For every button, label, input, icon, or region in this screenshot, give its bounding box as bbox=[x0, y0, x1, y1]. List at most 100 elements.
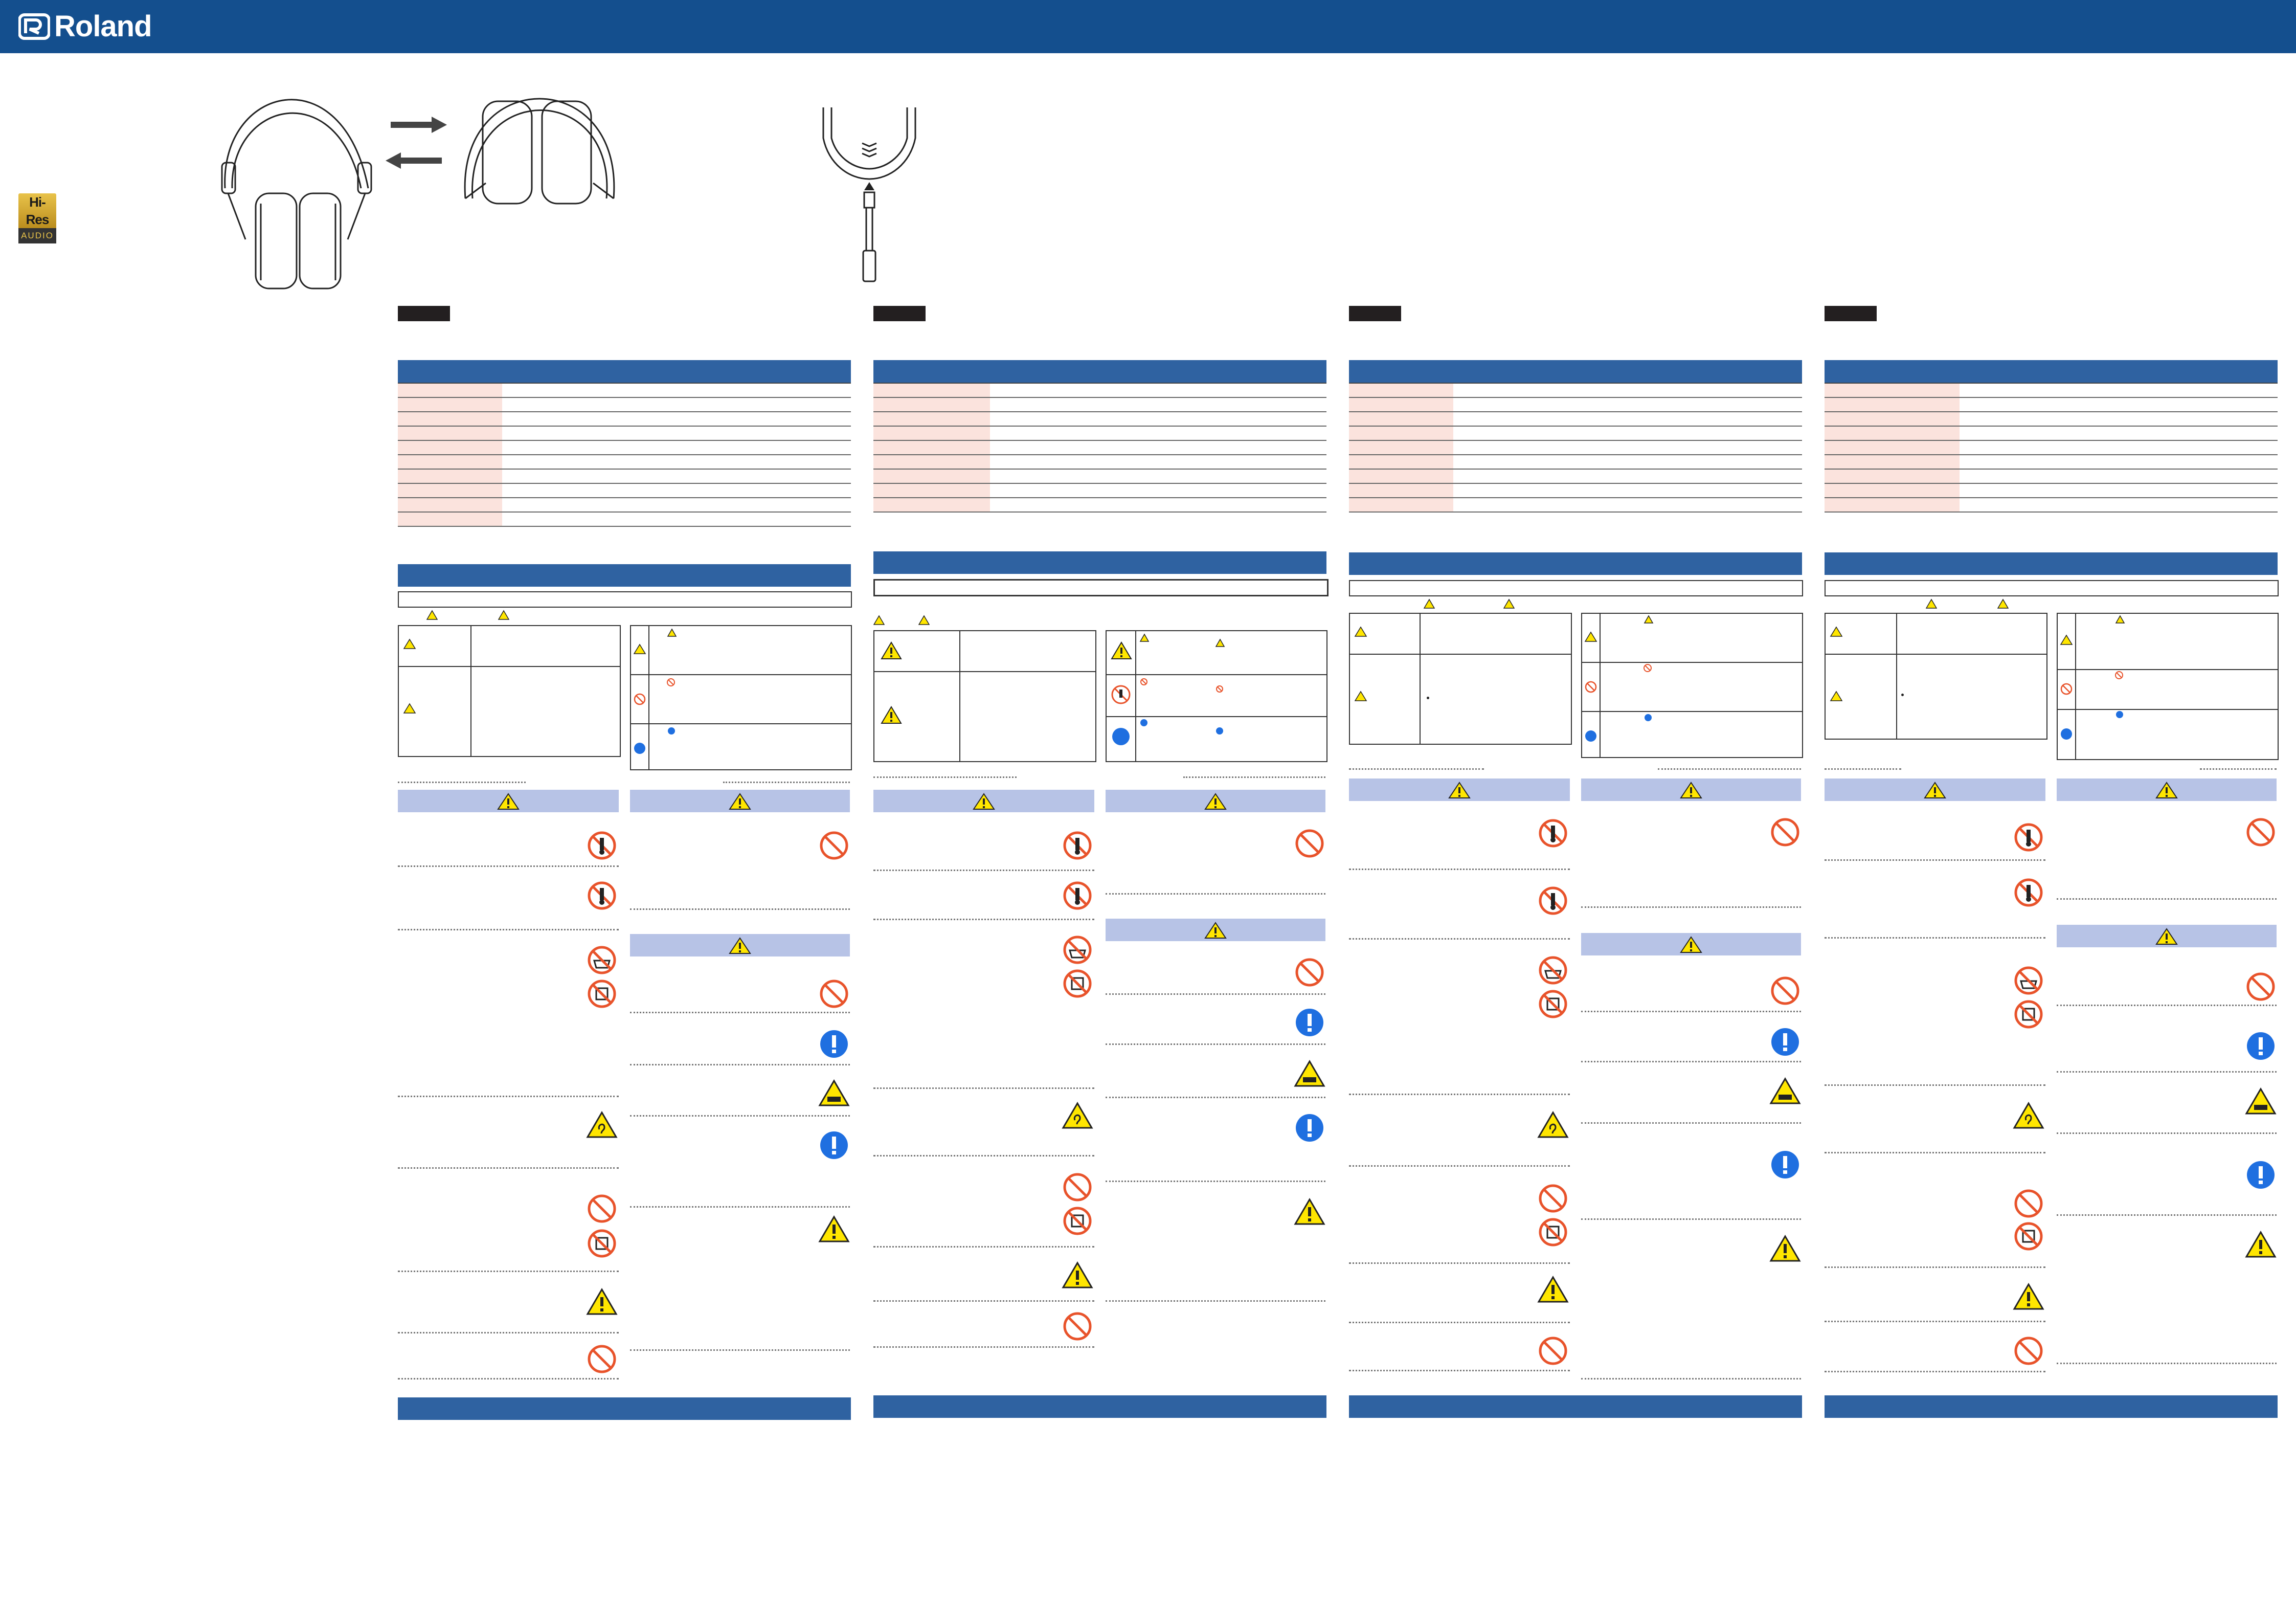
caution-section-header bbox=[1581, 933, 1801, 955]
table-row bbox=[398, 484, 851, 498]
prohibition-icon bbox=[1539, 1184, 1567, 1213]
warning-legend-box bbox=[398, 625, 621, 757]
table-row bbox=[873, 484, 1326, 498]
table-row bbox=[1349, 427, 1802, 441]
table-row bbox=[398, 455, 851, 470]
section-bar bbox=[873, 1395, 1326, 1418]
language-column-2 bbox=[873, 306, 1329, 1421]
table-row bbox=[1349, 384, 1802, 398]
warning-triangle-icon bbox=[2115, 615, 2125, 624]
section-bar bbox=[1349, 552, 1802, 575]
divider bbox=[398, 929, 619, 930]
divider bbox=[873, 776, 1017, 778]
divider bbox=[1349, 1094, 1570, 1095]
prohibition-icon bbox=[820, 980, 848, 1008]
divider bbox=[1581, 1218, 1801, 1220]
divider bbox=[398, 1332, 619, 1333]
hearing-warning-icon bbox=[586, 1111, 618, 1138]
table-row bbox=[1825, 484, 2278, 498]
divider bbox=[873, 1346, 1094, 1348]
hot-surface-icon bbox=[1769, 1077, 1801, 1104]
do-not-disassemble-icon bbox=[1111, 685, 1131, 704]
warning-triangle-icon bbox=[1062, 1261, 1093, 1288]
hot-surface-icon bbox=[1294, 1060, 1325, 1087]
symbol-legend-box bbox=[1106, 630, 1327, 762]
prohibition-icon bbox=[1771, 976, 1799, 1005]
divider bbox=[1825, 1321, 2045, 1322]
divider bbox=[1106, 1097, 1325, 1098]
hot-surface-icon bbox=[2245, 1087, 2277, 1115]
divider bbox=[1106, 993, 1325, 995]
prohibition-icon bbox=[634, 693, 646, 705]
warning-triangle-icon bbox=[729, 793, 751, 810]
warning-triangle-icon bbox=[1537, 1276, 1569, 1303]
mandatory-action-icon bbox=[2247, 1032, 2275, 1060]
warning-legend-box bbox=[873, 630, 1096, 762]
caution-section-header bbox=[1106, 919, 1325, 941]
divider bbox=[630, 908, 850, 910]
warning-triangle-icon bbox=[1215, 638, 1225, 647]
divider bbox=[1349, 768, 1484, 770]
divider bbox=[873, 1246, 1094, 1248]
no-wet-hands-icon bbox=[2014, 1000, 2043, 1029]
divider bbox=[1825, 1084, 2045, 1086]
warning-triangle-icon bbox=[1354, 691, 1367, 701]
warning-triangle-icon bbox=[818, 1215, 850, 1242]
prohibition-icon bbox=[1771, 818, 1799, 847]
warning-triangle-icon bbox=[1830, 691, 1843, 701]
mandatory-action-icon bbox=[820, 1030, 848, 1058]
divider bbox=[1658, 768, 1801, 770]
divider bbox=[1581, 1122, 1801, 1124]
bullet bbox=[1427, 697, 1429, 699]
hi-res-badge-line2: AUDIO bbox=[18, 228, 56, 243]
table-row bbox=[398, 498, 851, 513]
divider bbox=[630, 1115, 850, 1117]
prohibition-icon bbox=[2115, 671, 2123, 679]
prohibition-icon bbox=[1140, 678, 1147, 685]
divider bbox=[630, 1206, 850, 1208]
warning-triangle-icon bbox=[2155, 782, 2178, 798]
warning-section-header bbox=[873, 790, 1094, 812]
divider bbox=[1349, 1370, 1570, 1371]
divider bbox=[873, 919, 1094, 920]
divider bbox=[1106, 1181, 1325, 1182]
spec-table bbox=[873, 383, 1326, 518]
mandatory-action-icon bbox=[634, 743, 645, 754]
do-not-disassemble-icon bbox=[1539, 886, 1567, 915]
divider bbox=[398, 1167, 619, 1169]
warning-triangle-icon bbox=[498, 610, 509, 620]
caution-section-header bbox=[2057, 925, 2277, 947]
warning-triangle-icon bbox=[881, 706, 902, 724]
mandatory-action-icon bbox=[1585, 730, 1596, 742]
section-bar bbox=[398, 564, 851, 587]
mandatory-action-icon bbox=[1645, 714, 1652, 721]
language-tab bbox=[1349, 306, 1401, 321]
divider bbox=[1825, 1152, 2045, 1153]
table-row bbox=[1349, 498, 1802, 513]
warning-legend-box bbox=[1349, 613, 1572, 745]
divider bbox=[2057, 1005, 2277, 1006]
section-bar bbox=[1349, 1395, 1802, 1418]
warning-triangle-icon bbox=[1204, 922, 1227, 939]
symbol-legend-box bbox=[630, 625, 852, 770]
section-bar bbox=[398, 360, 851, 383]
divider bbox=[1349, 938, 1570, 940]
prohibition-icon bbox=[667, 678, 675, 686]
divider bbox=[398, 1096, 619, 1097]
divider bbox=[2200, 768, 2277, 770]
table-row bbox=[398, 412, 851, 427]
table-row bbox=[873, 398, 1326, 412]
no-water-icon bbox=[1063, 936, 1092, 964]
cable-connection-illustration bbox=[822, 107, 916, 282]
section-bar bbox=[1825, 552, 2278, 575]
warning-section-header bbox=[2057, 778, 2277, 801]
no-wet-hands-icon bbox=[1539, 1218, 1567, 1247]
no-water-icon bbox=[588, 946, 616, 974]
table-row bbox=[398, 384, 851, 398]
table-row bbox=[1349, 412, 1802, 427]
mandatory-action-icon bbox=[1296, 1009, 1323, 1036]
no-wet-hands-icon bbox=[588, 1229, 616, 1258]
symbol-legend-box bbox=[2057, 613, 2279, 760]
warning-triangle-icon bbox=[873, 615, 885, 625]
warning-triangle-icon bbox=[426, 610, 438, 620]
